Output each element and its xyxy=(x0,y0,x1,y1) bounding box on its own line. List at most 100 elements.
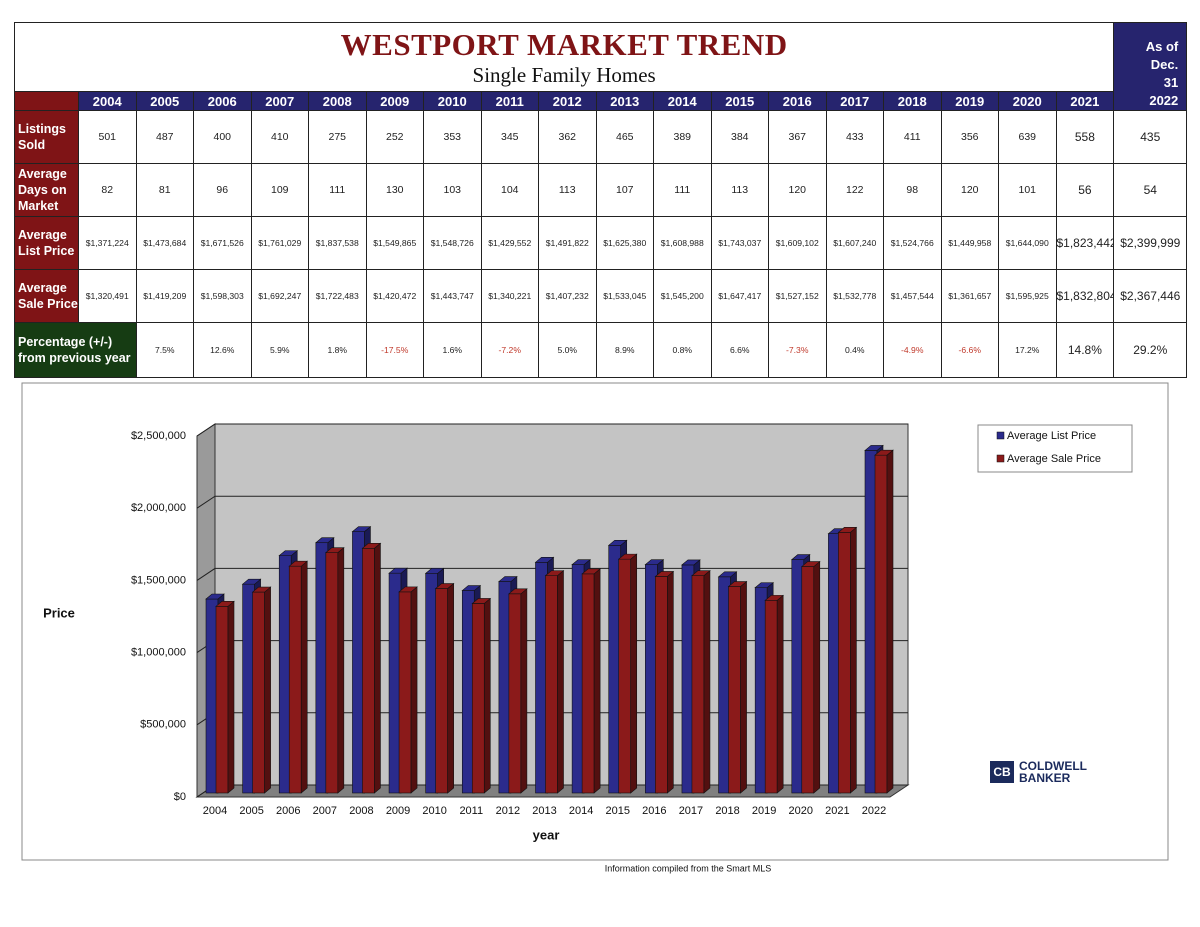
year-header: 2017 xyxy=(825,91,884,111)
table-cell: 56 xyxy=(1055,163,1115,217)
table-cell: $1,473,684 xyxy=(135,216,194,270)
x-tick-label: 2021 xyxy=(825,805,849,817)
year-header: 2012 xyxy=(538,91,597,111)
bar-top xyxy=(315,537,335,544)
bar xyxy=(325,552,339,794)
x-tick-label: 2006 xyxy=(276,805,300,817)
chart-frame xyxy=(21,382,1169,861)
bar xyxy=(655,576,668,794)
table-cell: $1,371,224 xyxy=(78,216,137,270)
bar xyxy=(425,573,438,794)
bar xyxy=(571,564,585,794)
bar-top xyxy=(681,559,701,566)
table-cell: 6.6% xyxy=(710,322,769,378)
table-cell: 5.9% xyxy=(250,322,309,378)
year-header: 2004 xyxy=(78,91,137,111)
bar-side xyxy=(520,588,528,794)
table-cell: 400 xyxy=(193,110,252,164)
table-cell: 101 xyxy=(998,163,1057,217)
table-cell: 113 xyxy=(710,163,769,217)
table-cell: $1,837,538 xyxy=(308,216,367,270)
table-cell: -6.6% xyxy=(940,322,999,378)
legend-box xyxy=(977,424,1133,473)
bar xyxy=(508,593,522,794)
table-cell: 12.6% xyxy=(193,322,252,378)
bar-side xyxy=(776,594,784,794)
bar xyxy=(362,547,375,794)
grid-line xyxy=(196,495,908,509)
logo-icon xyxy=(990,761,1014,783)
year-row: 2004 2005 2006 2007 2008 2009 2010 2011 2012 2013… xyxy=(14,91,1187,111)
bar-side xyxy=(264,586,271,794)
table-cell: $1,320,491 xyxy=(78,269,137,323)
table-cell: -7.2% xyxy=(480,322,539,378)
table-cell: $1,361,657 xyxy=(940,269,999,323)
table-cell: $1,595,925 xyxy=(998,269,1057,323)
bar xyxy=(545,575,558,794)
table-cell: -7.3% xyxy=(768,322,827,378)
table-cell: 109 xyxy=(250,163,309,217)
bar xyxy=(215,606,229,794)
bar-side xyxy=(290,549,298,794)
x-tick-label: 2018 xyxy=(715,805,739,817)
bar-top xyxy=(790,554,811,560)
logo-text: COLDWELL xyxy=(1019,759,1087,773)
table-row: Listings Sold 501 487 400 410 275 252 353 345 362… xyxy=(14,110,1188,164)
table-cell: $1,607,240 xyxy=(825,216,884,270)
grid-line xyxy=(196,423,908,437)
year-header: 2016 xyxy=(768,91,827,111)
x-tick-label: 2004 xyxy=(203,805,227,817)
x-tick-label: 2011 xyxy=(459,805,483,817)
table-cell: $1,407,232 xyxy=(538,269,597,323)
table-cell: 0.4% xyxy=(825,322,884,378)
row-label: Average Days on Market xyxy=(14,163,79,217)
table-cell: 5.0% xyxy=(538,322,597,378)
table-cell: 362 xyxy=(538,110,597,164)
table-cell: $1,644,090 xyxy=(998,216,1057,270)
year-header: 2009 xyxy=(365,91,424,111)
bar-top xyxy=(864,445,884,451)
table-cell: 384 xyxy=(710,110,769,164)
year-header: 2014 xyxy=(653,91,712,111)
table-cell: 113 xyxy=(538,163,597,217)
bar-top xyxy=(754,582,774,588)
bar-top xyxy=(617,553,638,560)
table-cell: 411 xyxy=(883,110,942,164)
table-cell: $1,625,380 xyxy=(595,216,654,270)
bar-side xyxy=(703,570,711,794)
x-tick-label: 2020 xyxy=(789,805,813,817)
bar xyxy=(608,545,622,794)
table-cell: 54 xyxy=(1113,163,1188,217)
bar xyxy=(828,533,841,794)
table-cell: 120 xyxy=(940,163,999,217)
bar-top xyxy=(251,586,272,593)
bar-side xyxy=(447,582,454,794)
bar xyxy=(718,576,731,794)
bar-top xyxy=(205,593,225,600)
x-tick-label: 2005 xyxy=(239,805,263,817)
bar-side xyxy=(473,584,481,794)
logo-mark: CB xyxy=(993,765,1011,779)
bar-side xyxy=(730,571,737,794)
legend-label: Average List Price xyxy=(1007,430,1096,442)
bar xyxy=(252,591,265,794)
table-cell: $1,449,958 xyxy=(940,216,999,270)
bar-side xyxy=(337,546,345,794)
table-title: WESTPORT MARKET TREND xyxy=(340,26,788,62)
bar-top xyxy=(727,581,748,587)
bar xyxy=(315,542,329,794)
row-label: Percentage (+/-) from previous year xyxy=(14,322,137,378)
bar xyxy=(764,600,778,794)
bar-top xyxy=(278,550,299,556)
table-cell: 433 xyxy=(825,110,884,164)
table-cell: $1,761,029 xyxy=(250,216,309,270)
table-cell: 639 xyxy=(998,110,1057,164)
table-cell: 96 xyxy=(193,163,252,217)
bar xyxy=(352,531,365,794)
as-of: As of Dec. 31 xyxy=(1145,39,1179,90)
bar-side xyxy=(667,570,674,794)
table-cell: 1.8% xyxy=(308,322,367,378)
table-cell: 435 xyxy=(1113,110,1188,164)
side-wall xyxy=(196,423,216,798)
